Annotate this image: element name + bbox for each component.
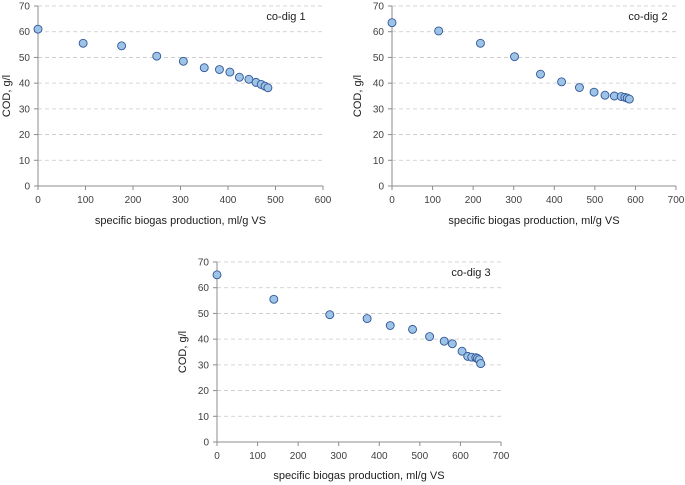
y-tick-label: 40: [198, 335, 210, 346]
y-tick-label: 0: [378, 182, 384, 193]
y-tick-label: 60: [373, 27, 385, 38]
y-tick-label: 0: [203, 438, 209, 449]
y-tick-label: 30: [373, 104, 385, 115]
data-point: [589, 87, 599, 97]
x-tick-label: 700: [668, 195, 685, 206]
y-tick-label: 20: [19, 130, 31, 141]
y-tick-label: 70: [19, 2, 31, 13]
data-point: [269, 294, 279, 304]
y-tick-label: 40: [373, 79, 385, 90]
x-tick-label: 400: [371, 451, 388, 462]
y-tick-label: 50: [198, 309, 210, 320]
x-tick-label: 0: [214, 451, 220, 462]
x-axis-title: specific biogas production, ml/g VS: [448, 215, 619, 227]
data-point: [214, 65, 224, 74]
x-axis-title: specific biogas production, ml/g VS: [95, 215, 266, 227]
data-point: [425, 332, 435, 342]
data-point: [510, 52, 519, 62]
data-point: [439, 336, 449, 346]
data-point: [362, 314, 372, 324]
data-point: [234, 72, 244, 82]
chart-panel-co-dig-1: 0 10 20 30 40 50 60 70 0 100 200 300 400 500 600 specif…: [1, 2, 332, 228]
y-tick-label: 40: [19, 79, 31, 90]
x-tick-label: 100: [77, 195, 94, 206]
x-tick-label: 100: [424, 195, 441, 206]
data-point: [536, 69, 545, 79]
panel-title: co-dig 3: [451, 267, 490, 279]
x-tick-label: 0: [35, 195, 41, 206]
y-tick-label: 50: [19, 53, 31, 64]
y-tick-label: 10: [373, 156, 385, 167]
x-tick-label: 700: [493, 451, 510, 462]
y-tick-label: 0: [24, 182, 30, 193]
x-tick-label: 100: [249, 451, 266, 462]
panel-title: co-dig 1: [266, 11, 305, 23]
data-point: [178, 56, 188, 66]
y-tick-label: 10: [19, 156, 31, 167]
x-tick-label: 600: [452, 451, 469, 462]
data-point: [574, 83, 584, 92]
y-tick-label: 70: [373, 2, 385, 13]
x-tick-label: 200: [465, 195, 482, 206]
y-tick-label: 60: [198, 283, 210, 294]
x-tick-label: 300: [505, 195, 522, 206]
x-tick-label: 500: [587, 195, 604, 206]
x-tick-label: 200: [290, 451, 307, 462]
y-axis-title: COD, g/l: [177, 331, 189, 373]
y-tick-label: 20: [198, 386, 210, 397]
y-axis-title: COD, g/l: [352, 75, 364, 117]
x-tick-label: 300: [172, 195, 189, 206]
x-tick-label: 200: [125, 195, 142, 206]
data-point: [476, 359, 486, 369]
x-tick-label: 500: [267, 195, 284, 206]
data-point: [457, 346, 467, 356]
y-tick-label: 30: [198, 360, 210, 371]
data-point: [225, 67, 235, 77]
data-point: [475, 38, 485, 48]
data-point: [152, 51, 162, 61]
data-point: [600, 90, 610, 100]
y-tick-label: 20: [373, 130, 385, 141]
data-point: [434, 26, 444, 36]
y-tick-label: 50: [373, 53, 385, 64]
x-tick-label: 600: [627, 195, 644, 206]
x-axis-title: specific biogas production, ml/g VS: [273, 470, 444, 482]
data-point: [33, 24, 43, 34]
y-tick-label: 10: [198, 412, 210, 423]
data-point: [385, 321, 395, 330]
data-point: [78, 38, 88, 48]
data-point: [624, 94, 634, 104]
y-axis-title: COD, g/l: [1, 75, 13, 117]
data-point: [557, 77, 567, 87]
data-point: [263, 83, 273, 93]
x-tick-label: 400: [220, 195, 237, 206]
data-point: [387, 18, 397, 28]
y-tick-label: 60: [19, 27, 31, 38]
x-tick-label: 500: [412, 451, 429, 462]
x-tick-label: 300: [330, 451, 347, 462]
data-point: [212, 270, 222, 280]
data-point: [447, 339, 457, 349]
x-tick-label: 0: [389, 195, 395, 206]
data-point: [325, 310, 335, 320]
data-point: [117, 41, 127, 51]
y-tick-label: 30: [19, 104, 31, 115]
x-tick-label: 600: [315, 195, 332, 206]
panel-title: co-dig 2: [628, 11, 667, 23]
data-point: [408, 324, 418, 334]
y-tick-label: 70: [198, 258, 210, 269]
data-point: [199, 63, 209, 73]
x-tick-label: 400: [546, 195, 563, 206]
